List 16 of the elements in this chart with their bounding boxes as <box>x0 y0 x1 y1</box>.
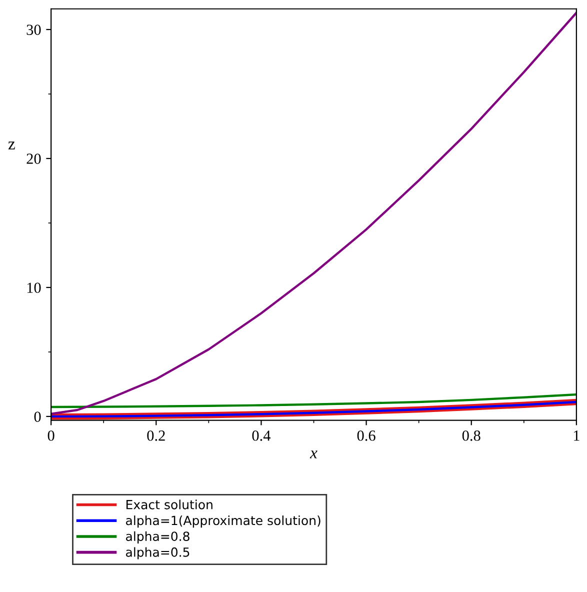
y-tick-label: 10 <box>27 282 41 293</box>
y-tick-label: 20 <box>26 154 41 164</box>
legend-label: alpha=0.5 <box>126 547 190 560</box>
y-axis-title: z <box>8 142 15 150</box>
x-tick-label: 0 <box>48 430 54 441</box>
legend-label: alpha=0.8 <box>126 531 190 544</box>
y-tick-label: 0 <box>34 412 41 422</box>
legend-label: Exact solution <box>126 500 212 510</box>
x-tick-label: 0.2 <box>147 430 165 441</box>
x-tick-label: 0.8 <box>462 430 480 441</box>
x-tick-label: 0.6 <box>357 430 376 441</box>
y-tick-label: 30 <box>26 24 41 35</box>
legend-label: alpha=1(Approximate solution) <box>126 516 320 528</box>
x-axis-title: x <box>310 450 318 458</box>
x-tick-label: 0.4 <box>252 430 271 441</box>
x-tick-label: 1 <box>574 430 580 441</box>
